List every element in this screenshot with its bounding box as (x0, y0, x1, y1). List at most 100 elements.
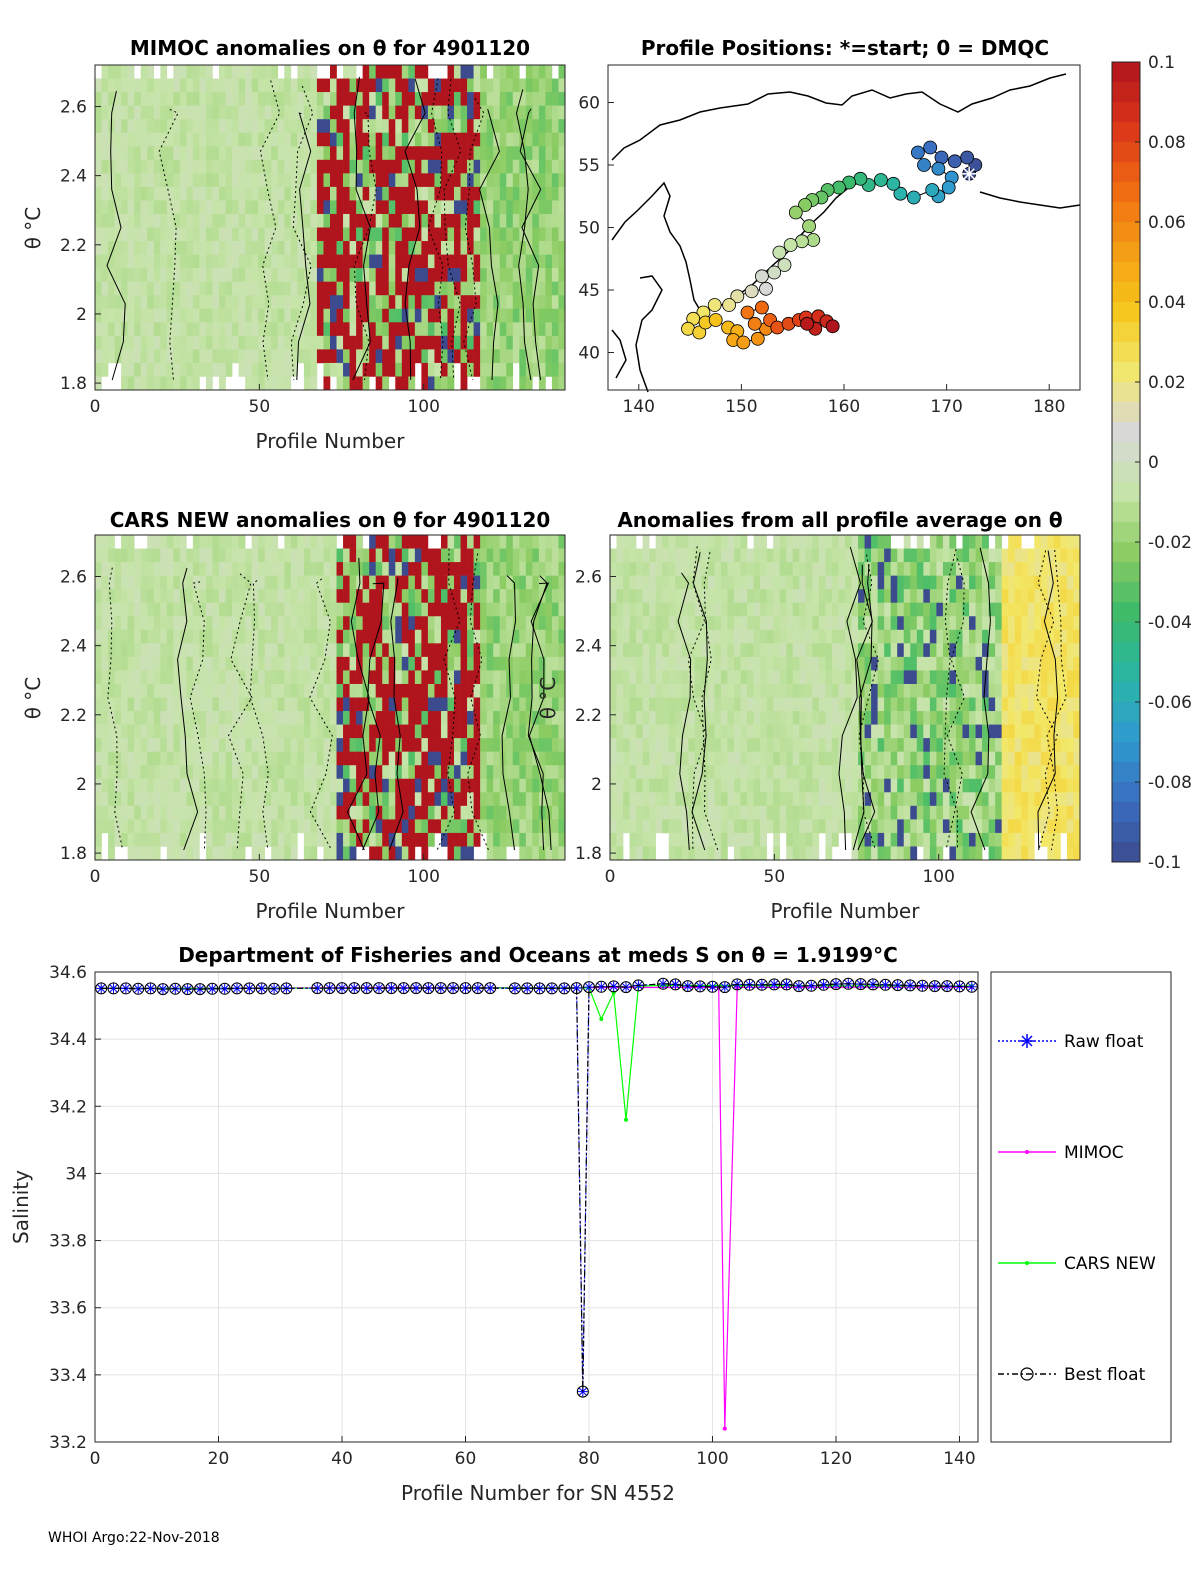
heatmap-cell (480, 805, 487, 820)
heatmap-cell (349, 254, 357, 269)
heatmap-cell (199, 602, 207, 617)
heatmap-cell (949, 629, 957, 644)
heatmap-cell (486, 376, 494, 391)
heatmap-cell (192, 711, 200, 725)
heatmap-cell (962, 846, 970, 861)
heatmap-cell (297, 805, 305, 820)
heatmap-cell (205, 213, 213, 228)
heatmap-cell (369, 227, 376, 242)
heatmap-cell (720, 697, 728, 712)
heatmap-cell (95, 805, 102, 820)
heatmap-cell (662, 589, 670, 604)
heatmap-cell (147, 562, 155, 576)
heatmap-cell (95, 186, 102, 201)
heatmap-cell (271, 819, 279, 834)
heatmap-cell (545, 846, 553, 861)
heatmap-cell (773, 548, 781, 563)
heatmap-cell (779, 670, 787, 685)
heatmap-cell (818, 724, 826, 739)
heatmap-cell (277, 589, 285, 604)
heatmap-cell (734, 711, 741, 725)
mimoc-heatmap-cells (95, 65, 566, 391)
heatmap-cell (238, 751, 246, 766)
heatmap-cell (336, 362, 344, 377)
heatmap-cell (401, 213, 409, 228)
heatmap-cell (838, 656, 846, 671)
heatmap-cell (343, 535, 350, 549)
heatmap-cell (766, 575, 774, 590)
heatmap-cell (969, 616, 976, 631)
heatmap-cell (258, 765, 266, 780)
heatmap-cell (225, 78, 233, 93)
heatmap-cell (969, 724, 976, 739)
heatmap-cell (173, 697, 181, 712)
heatmap-cell (166, 241, 174, 255)
heatmap-cell (447, 146, 455, 161)
heatmap-cell (271, 778, 279, 793)
heatmap-cell (343, 738, 350, 752)
heatmap-cell (316, 146, 324, 161)
heatmap-cell (362, 308, 370, 323)
heatmap-cell (851, 562, 859, 576)
heatmap-cell (153, 295, 161, 310)
heatmap-cell (160, 643, 168, 658)
heatmap-cell (877, 562, 885, 576)
heatmap-cell (147, 711, 155, 725)
heatmap-cell (454, 322, 461, 337)
heatmap-cell (271, 362, 279, 377)
heatmap-cell (480, 349, 487, 364)
heatmap-cell (114, 805, 122, 820)
heatmap-cell (525, 548, 533, 563)
heatmap-cell (532, 792, 540, 807)
x-tick-label: 180 (1033, 397, 1065, 417)
heatmap-cell (799, 805, 807, 820)
heatmap-cell (225, 656, 233, 671)
heatmap-cell (238, 562, 246, 576)
heatmap-cell (382, 241, 390, 255)
heatmap-cell (114, 711, 122, 725)
heatmap-cell (245, 643, 252, 658)
heatmap-cell (349, 792, 357, 807)
heatmap-cell (297, 105, 305, 120)
heatmap-cell (512, 751, 520, 766)
heatmap-cell (969, 738, 976, 752)
heatmap-cell (408, 241, 416, 255)
heatmap-cell (205, 200, 213, 215)
heatmap-cell (884, 738, 891, 752)
heatmap-cell (486, 548, 494, 563)
heatmap-cell (290, 629, 298, 644)
heatmap-cell (330, 629, 337, 644)
heatmap-cell (799, 765, 807, 780)
heatmap-cell (538, 656, 546, 671)
heatmap-cell (421, 711, 429, 725)
heatmap-cell (551, 132, 559, 147)
heatmap-cell (838, 751, 846, 766)
heatmap-cell (179, 697, 187, 712)
heatmap-cell (799, 846, 807, 861)
heatmap-cell (760, 562, 767, 576)
heatmap-cell (551, 349, 559, 364)
heatmap-cell (858, 792, 865, 807)
heatmap-cell (297, 738, 305, 752)
heatmap-cell (877, 805, 885, 820)
heatmap-cell (134, 589, 141, 604)
heatmap-cell (258, 711, 266, 725)
heatmap-cell (707, 792, 715, 807)
heatmap-cell (519, 697, 527, 712)
heatmap-cell (330, 159, 337, 174)
heatmap-cell (486, 335, 494, 350)
heatmap-cell (884, 643, 891, 658)
heatmap-cell (264, 254, 272, 269)
heatmap-cell (467, 295, 474, 310)
heatmap-cell (480, 683, 487, 698)
heatmap-cell (192, 78, 200, 93)
heatmap-cell (343, 805, 350, 820)
heatmap-cell (140, 738, 148, 752)
heatmap-cell (101, 724, 109, 739)
heatmap-cell (427, 362, 435, 377)
heatmap-cell (688, 670, 696, 685)
heatmap-cell (186, 602, 194, 617)
heatmap-cell (434, 805, 442, 820)
heatmap-cell (427, 119, 435, 134)
heatmap-cell (545, 295, 553, 310)
